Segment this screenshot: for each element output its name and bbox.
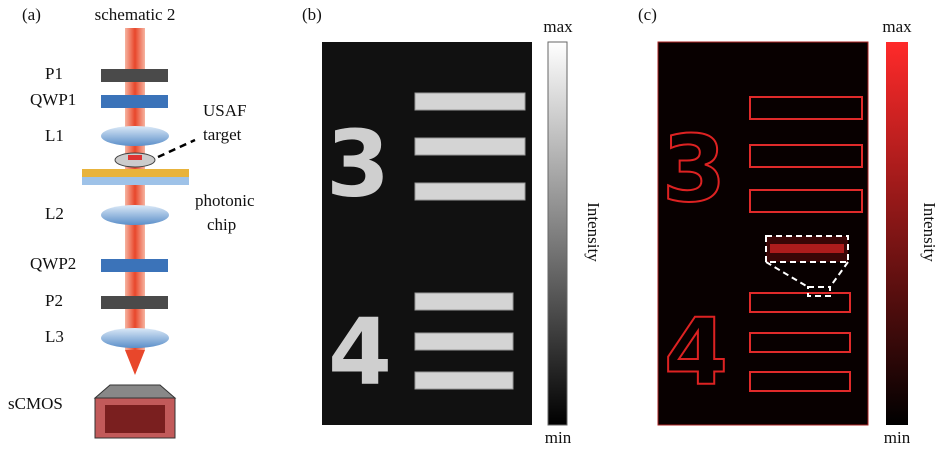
component-label: L2	[45, 204, 64, 223]
colorbar-min: min	[545, 428, 572, 447]
lens	[101, 126, 169, 146]
digit: 4	[328, 298, 392, 405]
inset-signal	[770, 244, 844, 253]
panel-c: (c) 3 4 max min Intensity	[638, 5, 939, 447]
target-label: target	[203, 125, 242, 144]
polarizer	[101, 69, 168, 82]
beam-tip	[125, 350, 145, 375]
chip-substrate	[82, 177, 189, 185]
panel-label: (c)	[638, 5, 657, 24]
panel-a: (a) schematic 2 P1 QWP1 L1 L2 QWP2 P2 L3…	[8, 5, 255, 438]
digit: 3	[326, 110, 390, 217]
chip-label: photonic	[195, 191, 255, 210]
camera-sensor	[105, 405, 165, 433]
polarizer	[101, 296, 168, 309]
colorbar-max: max	[882, 17, 912, 36]
component-label: L3	[45, 327, 64, 346]
panel-label: (a)	[22, 5, 41, 24]
figure: (a) schematic 2 P1 QWP1 L1 L2 QWP2 P2 L3…	[0, 0, 941, 451]
component-label: sCMOS	[8, 394, 63, 413]
waveplate	[101, 95, 168, 108]
digit: 3	[662, 115, 726, 222]
component-label: QWP1	[30, 90, 76, 109]
colorbar-label: Intensity	[584, 202, 603, 262]
chip-layer	[82, 169, 189, 177]
lens	[101, 328, 169, 348]
target-mark	[128, 155, 142, 160]
lens	[101, 205, 169, 225]
panel-label: (b)	[302, 5, 322, 24]
colorbar	[886, 42, 908, 425]
panel-b: (b) 3 4 max min Intensity	[302, 5, 603, 447]
component-label: P1	[45, 64, 63, 83]
colorbar	[548, 42, 567, 425]
target-label: USAF	[203, 101, 246, 120]
colorbar-max: max	[543, 17, 573, 36]
chip-label: chip	[207, 215, 236, 234]
component-label: P2	[45, 291, 63, 310]
panel-title: schematic 2	[95, 5, 176, 24]
pointer	[158, 140, 195, 157]
camera-top	[95, 385, 175, 398]
component-label: L1	[45, 126, 64, 145]
colorbar-min: min	[884, 428, 911, 447]
waveplate	[101, 259, 168, 272]
component-label: QWP2	[30, 254, 76, 273]
colorbar-label: Intensity	[920, 202, 939, 262]
digit: 4	[664, 298, 728, 405]
